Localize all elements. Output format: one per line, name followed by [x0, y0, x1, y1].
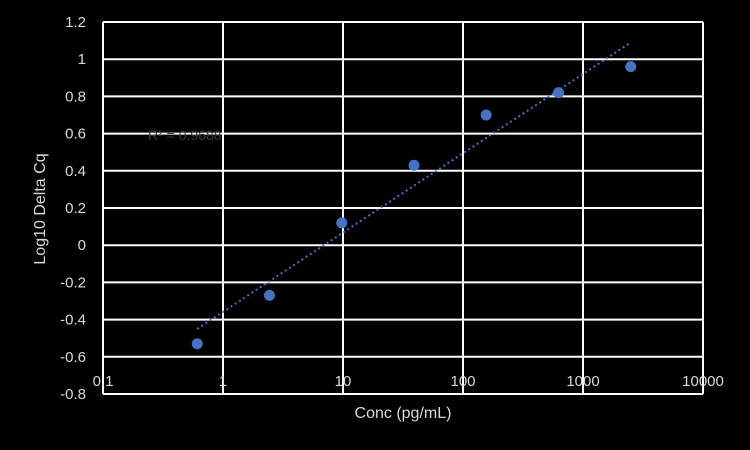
y-tick-label: -0.8: [60, 386, 86, 403]
y-tick-label: -0.2: [60, 274, 86, 291]
data-point: [263, 289, 275, 301]
x-tick-label: 1000: [566, 373, 599, 390]
x-axis-title: Conc (pg/mL): [355, 405, 452, 422]
x-tick-label: 1: [219, 373, 227, 390]
y-tick-label: -0.6: [60, 349, 86, 366]
y-tick-label: 0.6: [65, 126, 86, 143]
y-tick-label: -0.4: [60, 312, 86, 329]
data-points: [191, 61, 637, 350]
r-squared-annotation: R² = 0.9688: [148, 127, 222, 143]
x-tick-label: 10: [335, 373, 352, 390]
y-axis-title: Log10 Delta Cq: [32, 153, 49, 264]
data-point: [336, 217, 348, 229]
data-point: [191, 338, 203, 350]
y-tick-labels: -0.8 -0.6 -0.4 -0.2 0 0.2 0.4 0.6 0.8 1 1.2: [60, 14, 86, 403]
data-point: [408, 159, 420, 171]
y-tick-label: 0.8: [65, 88, 86, 105]
x-tick-label: 10000: [682, 373, 724, 390]
trendline: [196, 41, 632, 330]
x-tick-labels: 0.1 1 10 100 1000 10000: [93, 373, 724, 390]
y-tick-label: 0.2: [65, 200, 86, 217]
data-point: [553, 87, 565, 99]
x-tick-label: 100: [450, 373, 475, 390]
data-point: [480, 109, 492, 121]
y-tick-label: 1: [78, 51, 86, 68]
y-tick-label: 1.2: [65, 14, 86, 31]
data-point: [625, 61, 637, 73]
y-tick-label: 0.4: [65, 163, 86, 180]
x-tick-label: 0.1: [93, 373, 114, 390]
grid: [102, 21, 704, 395]
y-tick-label: 0: [78, 237, 86, 254]
